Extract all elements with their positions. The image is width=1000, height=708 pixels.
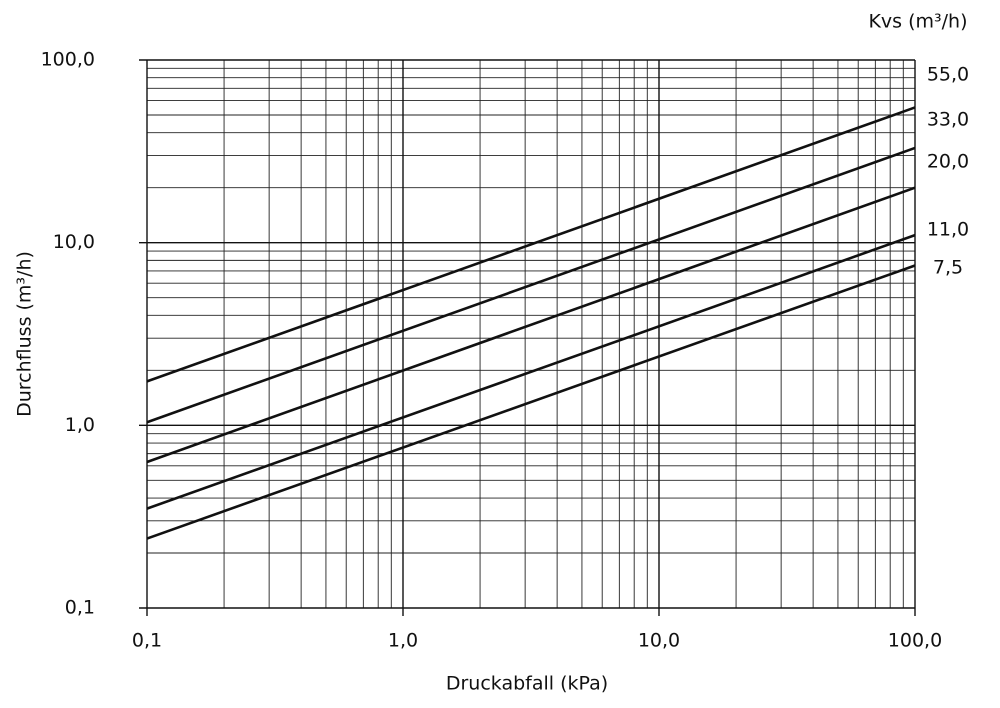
x-tick-label: 100,0 <box>888 630 942 652</box>
series-label: 11,0 <box>927 219 969 241</box>
series-line <box>146 146 916 424</box>
series-line <box>146 233 916 510</box>
y-tick-label: 0,1 <box>65 597 95 619</box>
series-label: 33,0 <box>927 109 969 131</box>
y-axis-title: Durchfluss (m³/h) <box>14 251 36 417</box>
series-label: 7,5 <box>933 257 963 279</box>
y-tick-label: 1,0 <box>65 414 95 436</box>
series-line <box>146 186 916 464</box>
legend-title: Kvs (m³/h) <box>868 11 967 33</box>
x-axis-title: Druckabfall (kPa) <box>446 673 608 695</box>
series-label: 20,0 <box>927 151 969 173</box>
series-line <box>146 264 916 540</box>
series-line <box>146 106 916 383</box>
x-tick-label: 10,0 <box>638 630 680 652</box>
x-tick-label: 1,0 <box>388 630 418 652</box>
series-label: 55,0 <box>927 64 969 86</box>
y-tick-label: 10,0 <box>53 231 95 253</box>
x-tick-label: 0,1 <box>132 630 162 652</box>
y-tick-label: 100,0 <box>41 49 95 71</box>
